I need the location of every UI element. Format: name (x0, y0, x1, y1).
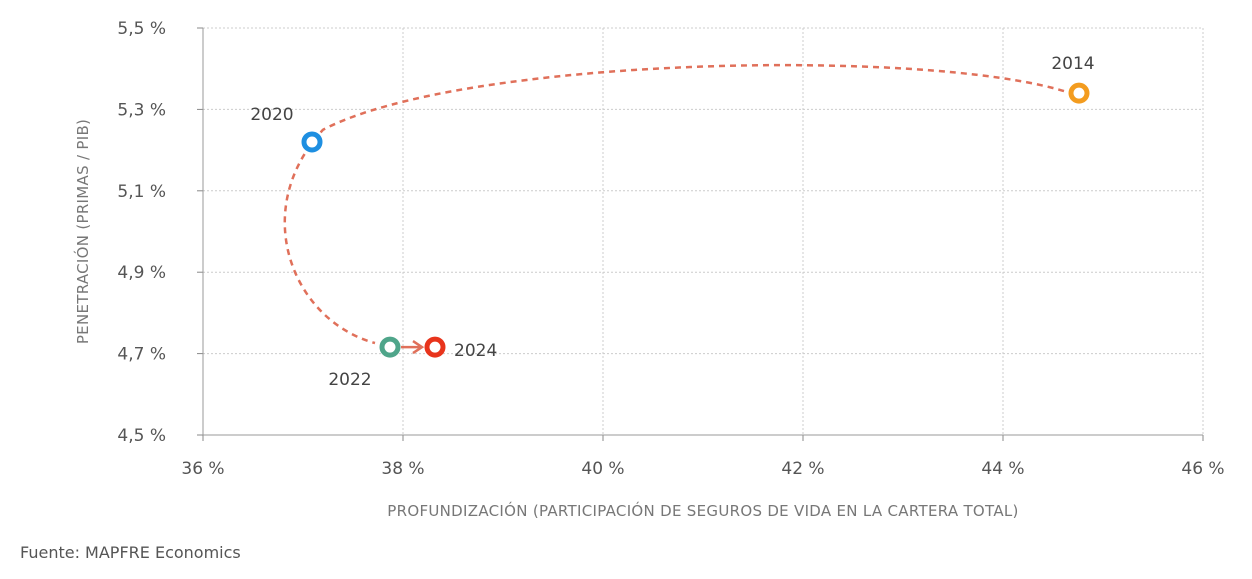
x-tick-label: 36 % (181, 459, 224, 479)
source-note: Fuente: MAPFRE Economics (20, 543, 241, 562)
data-point-2022 (379, 336, 401, 358)
y-tick-label: 5,3 % (117, 100, 166, 120)
data-label-2014: 2014 (1051, 54, 1094, 74)
trajectory-path (283, 63, 1065, 345)
x-tick-label: 38 % (381, 459, 424, 479)
data-point-2024 (424, 336, 446, 358)
data-label-2020: 2020 (250, 105, 293, 125)
y-tick-label: 4,5 % (117, 426, 166, 446)
x-tick-label: 46 % (1181, 459, 1224, 479)
x-tick-label: 40 % (581, 459, 624, 479)
data-label-2024: 2024 (454, 341, 497, 361)
x-tick-label: 44 % (981, 459, 1024, 479)
y-tick-label: 5,5 % (117, 19, 166, 39)
x-tick-label: 42 % (781, 459, 824, 479)
y-tick-label: 5,1 % (117, 182, 166, 202)
trajectory-arrowhead (412, 340, 425, 355)
data-label-2022: 2022 (328, 370, 371, 390)
data-point-2020 (301, 131, 323, 153)
y-tick-label: 4,9 % (117, 263, 166, 283)
x-axis-label: PROFUNDIZACIÓN (PARTICIPACIÓN DE SEGUROS… (387, 501, 1018, 520)
data-point-2014 (1068, 82, 1090, 104)
y-tick-label: 4,7 % (117, 345, 166, 365)
y-axis-label: PENETRACIÓN (PRIMAS / PIB) (73, 119, 92, 344)
